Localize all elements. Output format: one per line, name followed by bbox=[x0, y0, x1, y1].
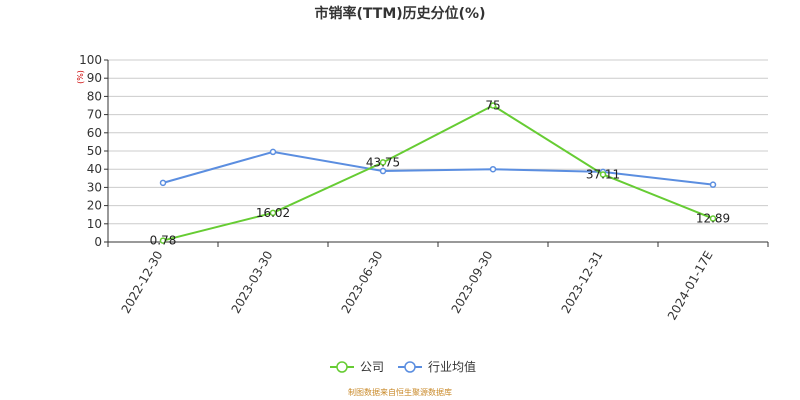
legend-swatch-marker bbox=[404, 361, 416, 373]
y-tick-label: 0 bbox=[94, 235, 102, 249]
data-point[interactable] bbox=[709, 215, 717, 222]
y-tick-label: 100 bbox=[79, 53, 102, 67]
data-point[interactable] bbox=[269, 209, 277, 217]
data-point[interactable] bbox=[709, 181, 717, 188]
x-tick-label: 2024-01-17E bbox=[665, 249, 716, 323]
data-point[interactable] bbox=[489, 102, 497, 109]
data-point[interactable] bbox=[379, 159, 387, 166]
data-point[interactable] bbox=[269, 148, 277, 156]
y-tick-label: 60 bbox=[87, 126, 102, 140]
data-point[interactable] bbox=[159, 237, 167, 244]
series-line bbox=[162, 150, 714, 186]
y-tick-label: 80 bbox=[87, 89, 102, 103]
y-axis-unit: (%) bbox=[76, 70, 85, 84]
data-label: 37.11 bbox=[586, 167, 620, 181]
legend-label[interactable]: 行业均值 bbox=[428, 359, 476, 374]
y-tick-label: 30 bbox=[87, 180, 102, 194]
data-point[interactable] bbox=[379, 167, 387, 175]
x-tick-label: 2023-12-31 bbox=[559, 249, 606, 316]
source-note: 制图数据来自恒生聚源数据库 bbox=[348, 387, 452, 397]
data-label: 0.78 bbox=[150, 234, 177, 248]
data-point[interactable] bbox=[159, 179, 167, 187]
legend-label[interactable]: 公司 bbox=[360, 360, 384, 374]
data-label: 16.02 bbox=[256, 206, 290, 220]
x-tick-label: 2022-12-30 bbox=[119, 249, 166, 316]
legend-swatch-marker bbox=[336, 361, 348, 373]
data-label: 12.89 bbox=[696, 212, 730, 226]
y-tick-label: 90 bbox=[87, 71, 102, 85]
y-tick-label: 10 bbox=[87, 217, 102, 231]
series-line bbox=[162, 104, 714, 242]
x-tick-label: 2023-03-30 bbox=[229, 249, 276, 316]
series bbox=[159, 102, 717, 244]
data-point[interactable] bbox=[599, 171, 607, 178]
y-tick-label: 40 bbox=[87, 162, 102, 176]
data-point[interactable] bbox=[489, 165, 497, 173]
y-tick-label: 70 bbox=[87, 108, 102, 122]
y-tick-label: 20 bbox=[87, 199, 102, 213]
chart-title: 市销率(TTM)历史分位(%) bbox=[315, 5, 486, 22]
grid bbox=[108, 59, 768, 225]
x-tick-label: 2023-06-30 bbox=[339, 249, 386, 316]
x-tick-label: 2023-09-30 bbox=[449, 249, 496, 316]
data-label: 75 bbox=[485, 99, 500, 113]
y-tick-label: 50 bbox=[87, 144, 102, 158]
data-label: 43.75 bbox=[366, 155, 400, 169]
data-labels: 0.78 16.02 43.75 75 37.11 12.89 bbox=[150, 99, 731, 248]
legend[interactable]: 公司 行业均值 bbox=[330, 359, 476, 374]
